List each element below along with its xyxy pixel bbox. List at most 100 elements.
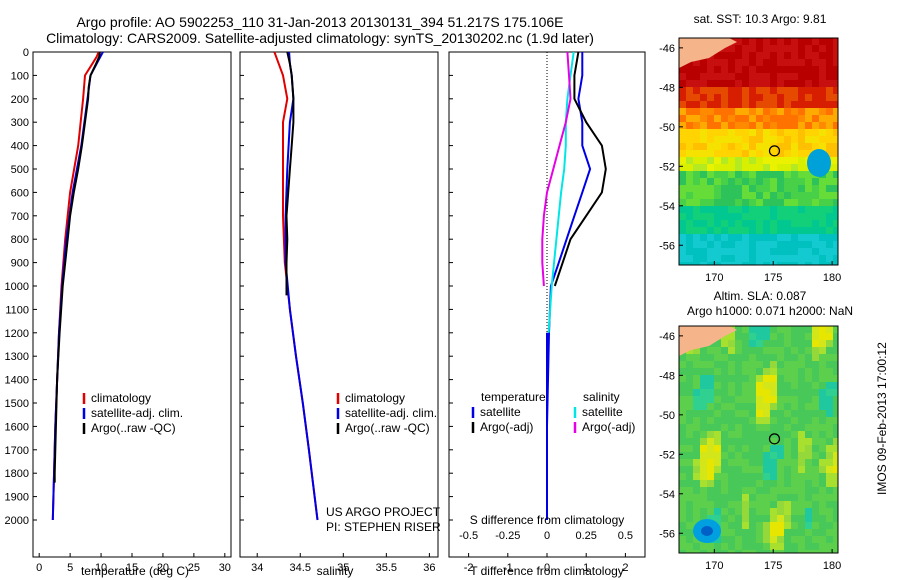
difference-x2label: S difference from climatology: [470, 513, 625, 527]
sst-map-cell: [791, 94, 798, 101]
sla-map-cell: [826, 438, 833, 445]
sst-map-cell: [742, 241, 749, 248]
sst-map-cell: [728, 206, 735, 213]
sla-map-cell: [791, 375, 798, 382]
sla-map-cell: [777, 543, 784, 550]
sst-map-cell: [707, 66, 714, 73]
sst-map-cell: [826, 192, 833, 199]
sst-map-cell: [756, 248, 763, 255]
sla-map-cell: [686, 445, 693, 452]
sst-map-cell: [679, 220, 686, 227]
sst-map-cell: [728, 136, 735, 143]
salinity-tick-label: 35.5: [376, 562, 397, 574]
sla-map-cell: [833, 508, 838, 515]
sla-map-cell: [693, 389, 700, 396]
sst-map-cell: [693, 101, 700, 108]
sla-map-cell: [735, 466, 742, 473]
sla-map-cell: [749, 396, 756, 403]
sla-map-cell: [798, 445, 805, 452]
difference-series-1: [553, 51, 607, 287]
sla-map-cell: [735, 487, 742, 494]
sst-map-cell: [749, 115, 756, 122]
sla-map-cell: [735, 340, 742, 347]
sst-map-cell: [812, 262, 819, 265]
sla-map-cell: [700, 487, 707, 494]
sst-map-cell: [721, 108, 728, 115]
sla-map-cell: [791, 424, 798, 431]
sst-map-cell: [763, 206, 770, 213]
sst-map-cell: [791, 52, 798, 59]
sst-map-cell: [763, 227, 770, 234]
sst-map-cell: [742, 52, 749, 59]
sla-map-cell: [735, 494, 742, 501]
sst-map-cell: [735, 220, 742, 227]
sst-map-lat-label: -48: [659, 82, 675, 94]
sla-map-cell: [742, 347, 749, 354]
sst-map-cell: [805, 241, 812, 248]
sla-map-cell: [749, 368, 756, 375]
sst-map-cell: [756, 241, 763, 248]
sst-map-cell: [686, 129, 693, 136]
sla-map-cell: [833, 501, 838, 508]
sla-map-cell: [756, 424, 763, 431]
sst-map-cell: [721, 80, 728, 87]
sst-map-cell: [749, 66, 756, 73]
sst-map-cell: [714, 87, 721, 94]
sla-map-cell: [679, 543, 686, 550]
sst-map-cell: [714, 143, 721, 150]
sla-map-cell: [791, 459, 798, 466]
sst-map-cell: [791, 87, 798, 94]
sla-map-cell: [714, 487, 721, 494]
sla-map-cell: [819, 438, 826, 445]
sla-map-lat-label: -48: [659, 370, 675, 382]
sst-map-cell: [798, 192, 805, 199]
sla-map-cell: [686, 452, 693, 459]
sla-map-cell: [707, 410, 714, 417]
sla-map-cell: [826, 431, 833, 438]
sla-map-cell: [693, 382, 700, 389]
sst-map-cell: [833, 248, 838, 255]
sst-map-cell: [721, 171, 728, 178]
sst-map-cell: [833, 185, 838, 192]
sst-map-cell: [791, 213, 798, 220]
sla-map-cell: [805, 382, 812, 389]
sst-map-cell: [679, 136, 686, 143]
sla-map-cell: [714, 480, 721, 487]
sla-map-cell: [714, 508, 721, 515]
sst-map-cell: [770, 157, 777, 164]
sst-map-cell: [805, 248, 812, 255]
sst-map-cell: [784, 122, 791, 129]
sla-map-cell: [833, 354, 838, 361]
sst-map-cell: [735, 52, 742, 59]
sla-map-cell: [763, 473, 770, 480]
sst-map-cell: [679, 241, 686, 248]
sst-map-cell: [798, 262, 805, 265]
sla-map-cell: [826, 536, 833, 543]
sla-map-cell: [679, 480, 686, 487]
sst-map-cell: [791, 171, 798, 178]
sst-map-lat-label: -50: [659, 122, 675, 134]
sst-map-cell: [679, 129, 686, 136]
sla-map-cell: [721, 515, 728, 522]
sst-map-cell: [693, 262, 700, 265]
sst-map-cell: [742, 136, 749, 143]
sla-map-cell: [714, 445, 721, 452]
sla-map-cell: [805, 340, 812, 347]
sst-map-cell: [728, 66, 735, 73]
sla-map-cell: [798, 368, 805, 375]
sla-map-cell: [798, 459, 805, 466]
sst-map-cell: [784, 227, 791, 234]
sla-map-cell: [763, 375, 770, 382]
sla-map-cell: [735, 333, 742, 340]
sla-map-lat-label: -56: [659, 528, 675, 540]
sst-map-cell: [826, 150, 833, 157]
sst-map-cell: [721, 206, 728, 213]
sst-map-argo-marker: [768, 145, 781, 157]
sst-map-cell: [833, 234, 838, 241]
sst-map-cell: [812, 115, 819, 122]
temperature-tick-label: 0: [36, 562, 42, 574]
sla-map-cell: [679, 361, 686, 368]
sst-map-cell: [721, 199, 728, 206]
sst-map-cell: [742, 185, 749, 192]
sst-map-cell: [679, 66, 686, 73]
